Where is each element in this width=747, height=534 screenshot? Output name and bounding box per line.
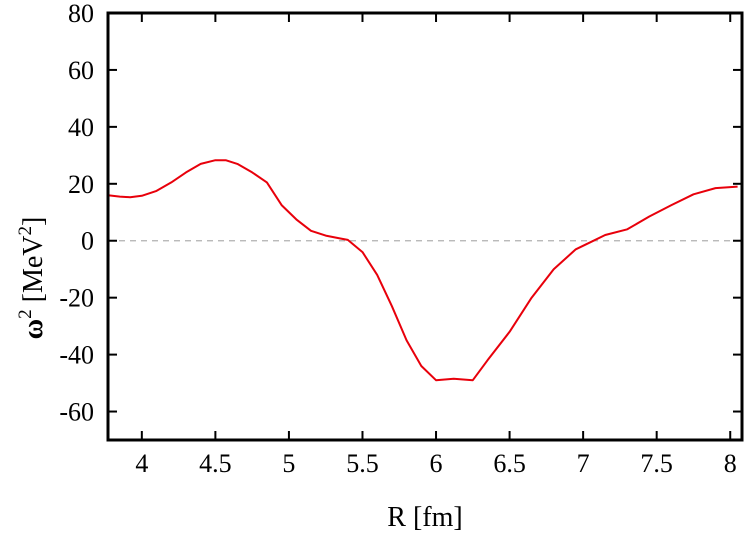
y-tick-label: 40	[68, 113, 94, 142]
x-tick-label: 4	[135, 449, 148, 478]
y-tick-label: -40	[59, 341, 94, 370]
plot-frame	[106, 11, 744, 442]
y-tick-label: -60	[59, 398, 94, 427]
x-tick-label: 7	[577, 449, 590, 478]
x-tick-label: 5.5	[346, 449, 379, 478]
y-tick-label: 0	[81, 227, 94, 256]
x-axis-title: R [fm]	[387, 502, 462, 533]
y-tick-label: 80	[68, 0, 94, 28]
y-axis-symbol: ω	[18, 319, 49, 339]
x-tick-label: 5	[282, 449, 295, 478]
y-axis-title: ω2 [MeV2]	[15, 217, 49, 340]
x-tick-label: 8	[724, 449, 737, 478]
x-tick-label: 4.5	[199, 449, 232, 478]
y-tick-label: -20	[59, 284, 94, 313]
y-axis-units-close: ]	[18, 217, 49, 226]
x-tick-label: 6	[430, 449, 443, 478]
y-axis-units-exponent: 2	[15, 226, 36, 236]
y-tick-label: 60	[68, 56, 94, 85]
y-axis-symbol-exponent: 2	[15, 309, 36, 319]
y-tick-label: 20	[68, 170, 94, 199]
y-axis-units-open: [MeV	[18, 235, 49, 309]
series-line-0	[107, 159, 738, 382]
x-tick-label: 7.5	[640, 449, 673, 478]
x-tick-label: 6.5	[493, 449, 526, 478]
